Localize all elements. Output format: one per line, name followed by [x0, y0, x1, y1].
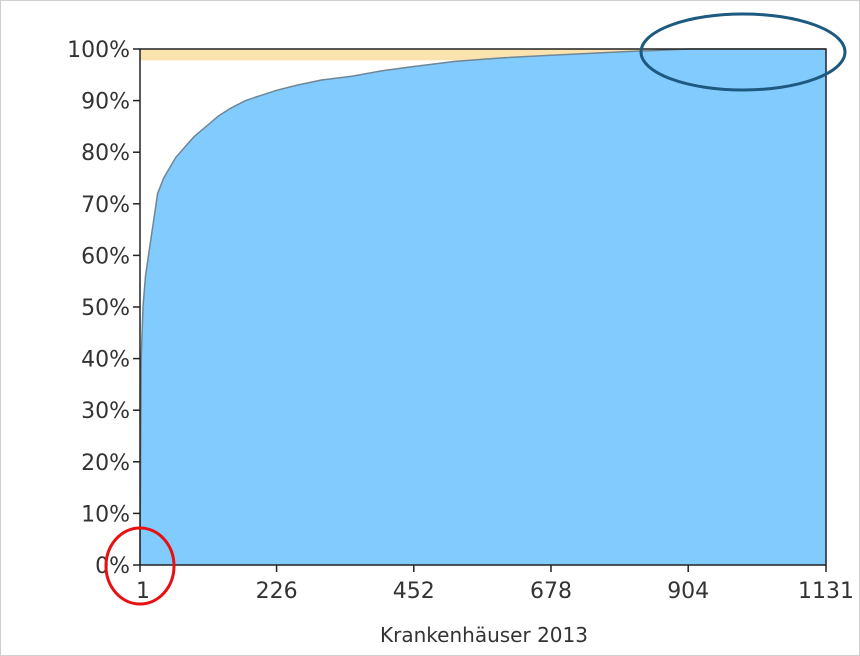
x-tick-label: 1131	[798, 579, 854, 604]
y-tick-label: 30%	[81, 399, 130, 424]
x-tick-label: 678	[530, 579, 572, 604]
y-tick-label: 80%	[81, 141, 130, 166]
y-tick-label: 60%	[81, 244, 130, 269]
y-tick-label: 20%	[81, 451, 130, 476]
series-line-0	[139, 48, 826, 566]
y-tick-label: 0%	[95, 554, 130, 579]
y-tick-label: 90%	[81, 90, 130, 115]
x-axis-title: Krankenhäuser 2013	[380, 623, 588, 647]
highlight-ellipse-red	[104, 526, 176, 606]
y-tick-label: 50%	[81, 296, 130, 321]
area-series-0	[140, 49, 826, 565]
x-tick-label: 904	[667, 579, 709, 604]
y-tick-label: 70%	[81, 193, 130, 218]
x-tick-label: 1	[136, 579, 150, 604]
highlight-ellipse-blue	[639, 12, 847, 92]
reference-band	[140, 49, 826, 61]
x-tick-label: 452	[393, 579, 435, 604]
x-tick-label: 226	[256, 579, 298, 604]
y-tick-label: 10%	[81, 502, 130, 527]
y-tick-label: 100%	[67, 38, 130, 63]
y-tick-label: 40%	[81, 348, 130, 373]
